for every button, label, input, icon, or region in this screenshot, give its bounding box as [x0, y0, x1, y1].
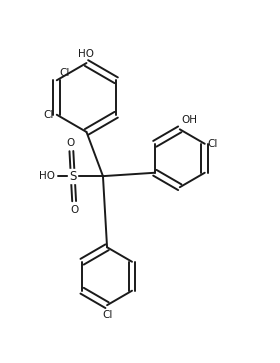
Text: Cl: Cl — [102, 310, 112, 320]
Text: HO: HO — [39, 171, 55, 181]
Text: OH: OH — [181, 115, 197, 125]
Text: S: S — [69, 170, 76, 183]
Text: Cl: Cl — [207, 139, 217, 149]
Text: O: O — [70, 205, 78, 215]
Text: O: O — [66, 138, 74, 147]
Text: HO: HO — [78, 49, 94, 59]
Text: Cl: Cl — [59, 69, 69, 78]
Text: Cl: Cl — [44, 110, 54, 120]
